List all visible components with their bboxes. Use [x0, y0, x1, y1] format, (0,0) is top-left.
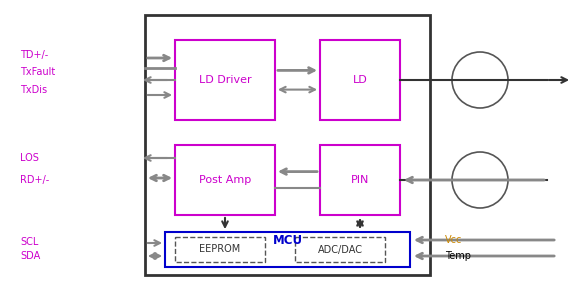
Text: Post Amp: Post Amp	[199, 175, 251, 185]
Bar	[175, 237, 265, 262]
Bar	[320, 40, 400, 120]
Text: SDA: SDA	[20, 251, 40, 261]
Text: SCL: SCL	[20, 237, 39, 247]
Text: Temp: Temp	[445, 251, 471, 261]
Bar	[145, 15, 430, 275]
Text: EEPROM: EEPROM	[200, 244, 241, 255]
Text: TxDis: TxDis	[20, 85, 47, 95]
Text: MCU: MCU	[272, 234, 302, 248]
Bar	[175, 145, 275, 215]
Ellipse shape	[452, 52, 508, 108]
Text: TD+/-: TD+/-	[20, 50, 48, 60]
Bar	[175, 40, 275, 120]
Bar	[165, 232, 410, 267]
Text: PIN: PIN	[351, 175, 369, 185]
Text: RD+/-: RD+/-	[20, 175, 49, 185]
Text: LOS: LOS	[20, 153, 39, 163]
Bar	[320, 145, 400, 215]
Text: TxFault: TxFault	[20, 67, 55, 77]
Text: LD: LD	[353, 75, 368, 85]
Text: LD Driver: LD Driver	[198, 75, 252, 85]
Ellipse shape	[452, 152, 508, 208]
Text: Vcc: Vcc	[445, 235, 462, 245]
Bar	[295, 237, 385, 262]
Text: ADC/DAC: ADC/DAC	[317, 244, 362, 255]
